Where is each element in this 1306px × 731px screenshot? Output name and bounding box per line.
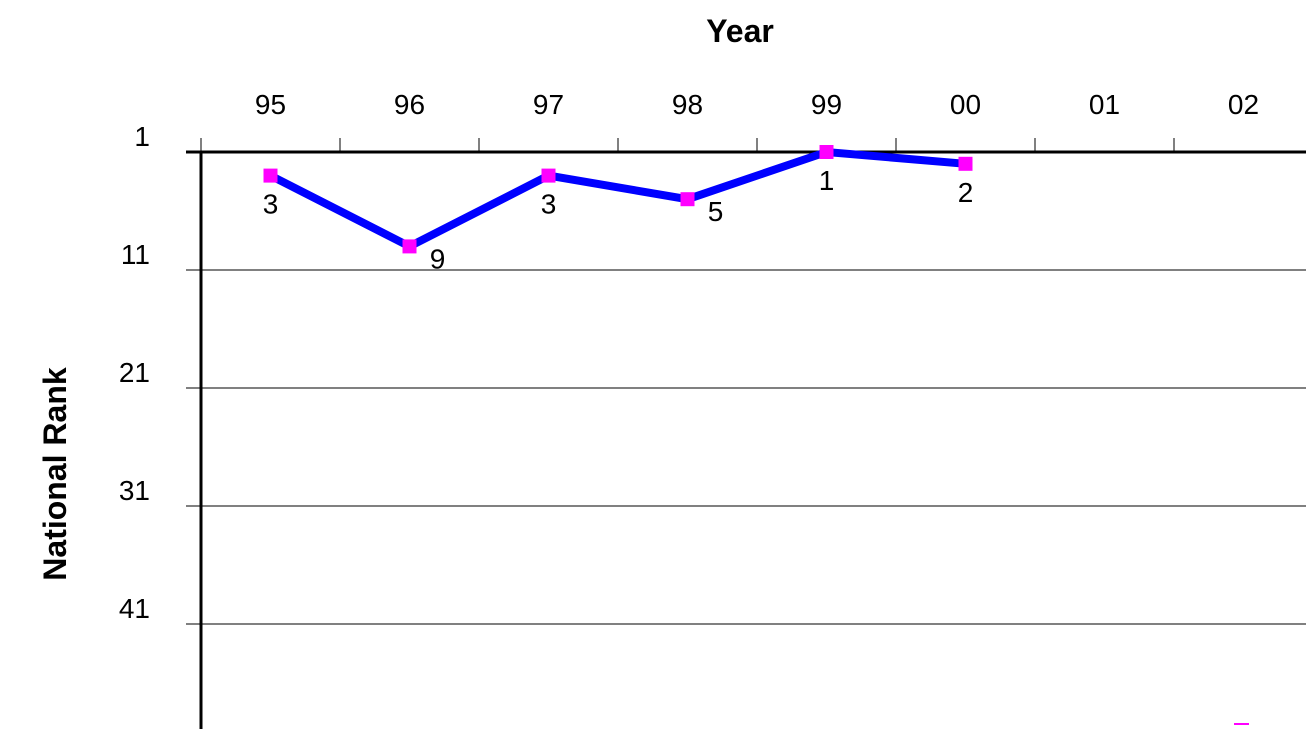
x-tick-label: 01	[1089, 89, 1120, 120]
data-label: 3	[541, 189, 557, 220]
x-tick-label: 96	[394, 89, 425, 120]
data-point-marker	[958, 156, 973, 171]
x-tick-label: 95	[255, 89, 286, 120]
y-tick-label: 31	[119, 475, 150, 506]
x-tick-label: 97	[533, 89, 564, 120]
data-label: 2	[958, 177, 974, 208]
x-tick-label: 98	[672, 89, 703, 120]
stray-marker	[1234, 723, 1249, 725]
data-point-marker	[680, 192, 695, 207]
data-label-group: 3 9 3 5 1 2	[263, 165, 974, 274]
y-tick-label: 11	[121, 239, 150, 270]
y-tick-label: 1	[134, 121, 150, 152]
data-label: 9	[430, 243, 446, 274]
data-point-marker	[263, 168, 278, 183]
x-tick-label: 02	[1228, 89, 1259, 120]
series-group	[263, 145, 973, 254]
y-axis-title: National Rank	[37, 367, 73, 581]
data-label: 5	[708, 196, 724, 227]
data-label: 1	[819, 165, 835, 196]
x-tick-labels: 95 96 97 98 99 00 01 02	[255, 89, 1259, 120]
gridlines	[186, 269, 1306, 625]
series-line	[268, 147, 966, 251]
data-point-marker	[541, 168, 556, 183]
data-point-marker	[402, 239, 417, 254]
x-axis-title: Year	[706, 13, 774, 49]
y-tick-label: 21	[119, 357, 150, 388]
axes	[186, 138, 1306, 729]
data-point-marker	[819, 145, 834, 159]
x-tick-label: 99	[811, 89, 842, 120]
data-label: 3	[263, 189, 279, 220]
x-tick-label: 00	[950, 89, 981, 120]
y-tick-label: 41	[119, 593, 150, 624]
